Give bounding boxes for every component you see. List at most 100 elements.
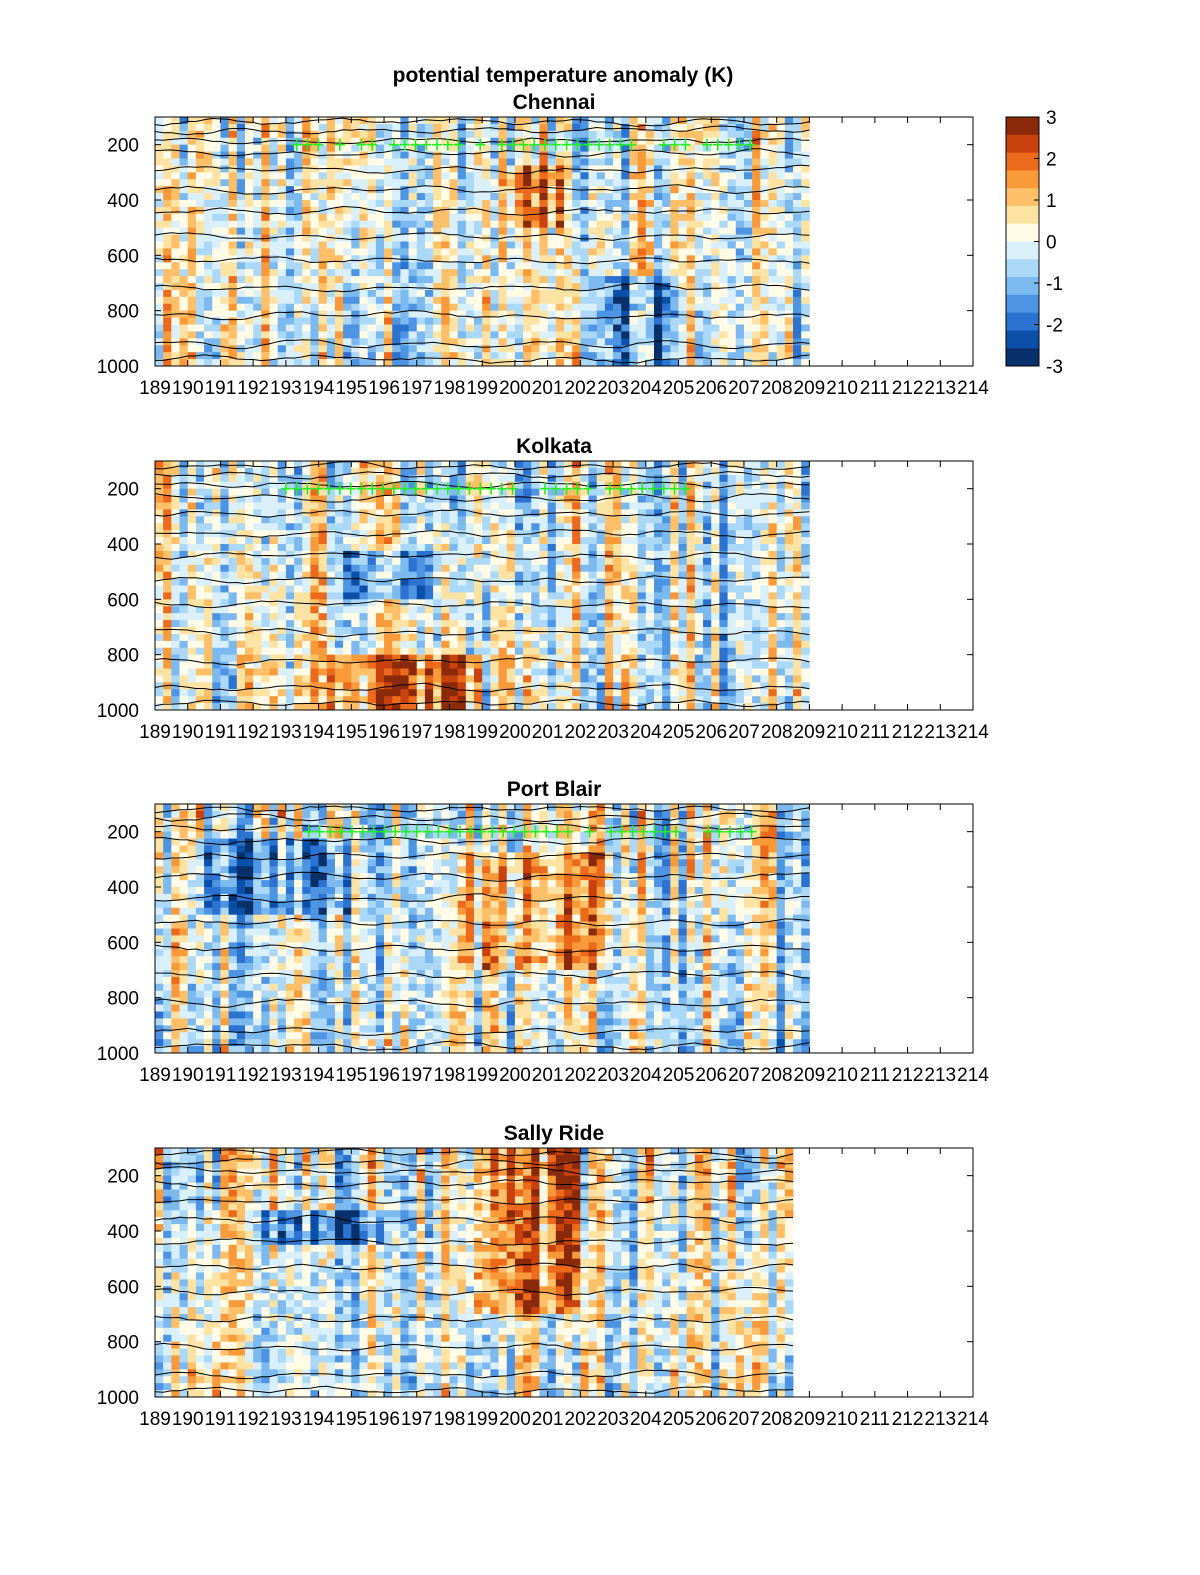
heatmap-cell [367, 530, 377, 538]
heatmap-cell [277, 234, 287, 242]
heatmap-cell [253, 488, 262, 496]
heatmap-cell [204, 269, 213, 277]
heatmap-cell [351, 338, 360, 346]
heatmap-cell [302, 481, 311, 490]
heatmap-cell [719, 276, 728, 284]
heatmap-cell [596, 248, 606, 256]
heatmap-cell [302, 523, 311, 531]
heatmap-cell [670, 248, 679, 256]
heatmap-cell [498, 585, 508, 593]
heatmap-cell [375, 592, 385, 600]
heatmap-cell [711, 262, 720, 270]
heatmap-cell [408, 502, 418, 510]
heatmap-cell [523, 640, 532, 649]
heatmap-cell [400, 696, 409, 704]
heatmap-cell [784, 151, 794, 159]
heatmap-cell [768, 324, 778, 332]
heatmap-cell [564, 633, 573, 642]
heatmap-cell [195, 123, 205, 132]
heatmap-cell [457, 117, 467, 125]
heatmap-cell [449, 144, 459, 152]
heatmap-cell [277, 186, 287, 194]
heatmap-cell [334, 550, 344, 559]
heatmap-cell [784, 186, 794, 194]
heatmap-cell [743, 269, 753, 277]
heatmap-cell [424, 523, 434, 531]
heatmap-cell [686, 303, 696, 312]
heatmap-cell [506, 269, 516, 277]
heatmap-cell [343, 578, 352, 586]
heatmap-cell [195, 144, 205, 152]
heatmap-cell [351, 564, 360, 573]
heatmap-cell [637, 137, 647, 146]
heatmap-cell [793, 241, 802, 249]
heatmap-cell [294, 117, 303, 125]
heatmap-cell [220, 179, 230, 187]
heatmap-cell [220, 696, 230, 704]
heatmap-cell [637, 331, 647, 339]
heatmap-cell [433, 283, 442, 291]
heatmap-cell [474, 137, 483, 146]
heatmap-cell [187, 661, 197, 669]
heatmap-cell [801, 130, 810, 139]
heatmap-cell [629, 165, 639, 173]
heatmap-cell [596, 461, 606, 469]
heatmap-cell [334, 537, 344, 545]
heatmap-cell [261, 331, 270, 339]
heatmap-cell [653, 200, 663, 208]
heatmap-cell [204, 544, 213, 552]
heatmap-cell [580, 627, 589, 635]
heatmap-cell [392, 296, 401, 305]
heatmap-cell [629, 310, 639, 318]
heatmap-cell [604, 338, 614, 346]
heatmap-cell [253, 179, 262, 187]
heatmap-cell [580, 647, 589, 656]
heatmap-cell [375, 241, 385, 249]
heatmap-cell [163, 186, 172, 194]
heatmap-cell [400, 296, 409, 305]
heatmap-cell [768, 276, 778, 284]
heatmap-cell [384, 144, 393, 152]
heatmap-cell [490, 296, 499, 305]
heatmap-cell [195, 467, 205, 476]
heatmap-cell [523, 151, 532, 159]
heatmap-cell [244, 179, 254, 187]
heatmap-cell [220, 220, 230, 229]
heatmap-cell [793, 276, 802, 284]
heatmap-cell [294, 283, 303, 291]
heatmap-cell [318, 606, 328, 614]
heatmap-cell [572, 613, 581, 621]
heatmap-cell [228, 488, 238, 496]
heatmap-cell [523, 467, 532, 476]
heatmap-cell [474, 668, 483, 676]
heatmap-cell [613, 144, 622, 152]
heatmap-cell [384, 310, 393, 318]
heatmap-cell [588, 689, 598, 697]
heatmap-cell [392, 289, 401, 298]
heatmap-cell [220, 296, 230, 305]
heatmap-cell [359, 537, 369, 545]
heatmap-cell [416, 296, 426, 305]
heatmap-cell [474, 262, 483, 270]
heatmap-cell [564, 158, 573, 166]
heatmap-cell [596, 234, 606, 242]
contour-line [154, 310, 810, 321]
heatmap-cell [498, 696, 508, 704]
heatmap-cell [261, 179, 270, 187]
heatmap-cell [261, 668, 270, 676]
heatmap-cell [204, 158, 213, 166]
heatmap-cell [465, 703, 475, 711]
heatmap-cell [424, 213, 434, 222]
heatmap-cell [531, 186, 540, 194]
heatmap-cell [220, 633, 230, 642]
heatmap-cell [424, 592, 434, 600]
heatmap-cell [163, 158, 172, 166]
heatmap-cell [613, 200, 622, 208]
heatmap-cell [244, 633, 254, 642]
heatmap-cell [637, 144, 647, 152]
heatmap-cell [253, 675, 262, 683]
heatmap-cell [326, 516, 336, 524]
heatmap-cell [318, 137, 328, 146]
heatmap-cell [424, 331, 434, 339]
heatmap-cell [285, 613, 295, 621]
